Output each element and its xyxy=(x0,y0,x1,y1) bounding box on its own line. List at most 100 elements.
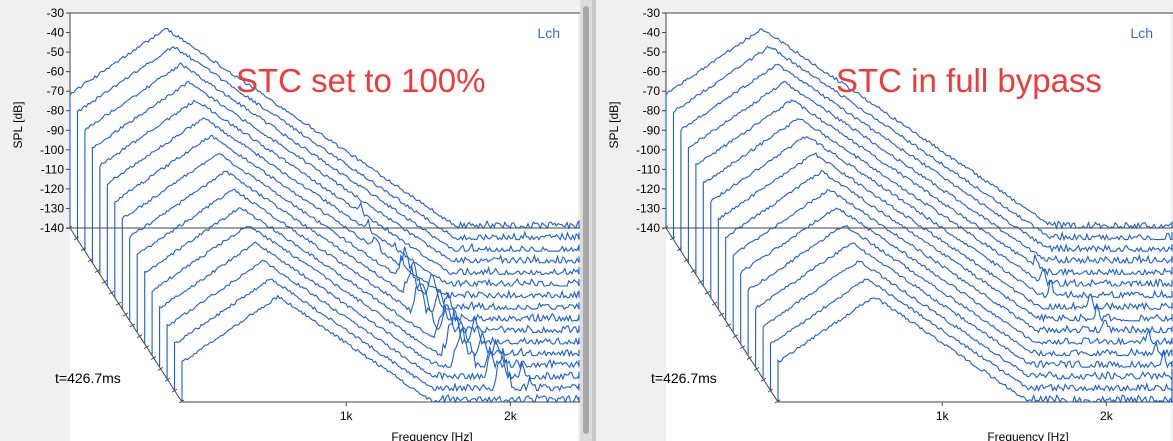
time-label: t=426.7ms xyxy=(55,370,121,386)
y-axis-label: SPL [dB] xyxy=(11,102,25,149)
depth-tick xyxy=(94,269,101,273)
depth-axis-line xyxy=(665,227,779,403)
legend-label: Lch xyxy=(1130,25,1153,41)
waterfall-slice xyxy=(687,80,1173,265)
depth-tick xyxy=(669,236,676,241)
depth-tick xyxy=(746,356,753,360)
waterfall-slice xyxy=(725,169,1173,323)
x-tick-label: 2k xyxy=(504,409,518,423)
waterfall-slice xyxy=(702,118,1173,289)
y-tick-label: -80 xyxy=(643,104,661,118)
waterfall-slice xyxy=(747,225,1173,358)
annotation-label: STC set to 100% xyxy=(236,62,485,99)
depth-tick xyxy=(129,323,136,328)
waterfall-slice xyxy=(695,99,1173,277)
y-tick-label: -110 xyxy=(637,162,660,176)
x-tick-label: 1k xyxy=(936,409,950,423)
waterfall-slice xyxy=(106,117,580,288)
depth-tick xyxy=(115,301,122,306)
waterfall-slice xyxy=(755,242,1173,369)
waterfall-slice xyxy=(777,297,1173,404)
y-tick-label: -70 xyxy=(47,84,65,98)
time-label: t=426.7ms xyxy=(651,370,717,386)
y-tick-label: -30 xyxy=(47,6,65,20)
y-tick-label: -40 xyxy=(47,26,65,40)
y-tick-label: -60 xyxy=(47,65,65,79)
y-tick-label: -130 xyxy=(40,201,64,215)
waterfall-slice xyxy=(129,170,580,323)
y-tick-label: -50 xyxy=(643,45,661,59)
depth-tick xyxy=(150,356,157,360)
waterfall-slice xyxy=(121,153,580,311)
waterfall-chart-stc-bypass: -30 -40 -50 -60 -70 -80 -90 -100 -110 -120 -130 -14… xyxy=(607,6,1173,441)
waterfall-slice xyxy=(69,27,580,230)
waterfall-slice xyxy=(710,136,1173,299)
y-tick-label: -80 xyxy=(47,104,65,118)
depth-tick xyxy=(143,345,150,350)
waterfall-panel-right: -30 -40 -50 -60 -70 -80 -90 -100 -110 -120 -130 -14… xyxy=(596,0,1173,441)
waterfall-slice xyxy=(159,241,580,370)
x-tick-label: 2k xyxy=(1100,409,1114,423)
waterfall-slice xyxy=(114,134,580,300)
y-tick-label: -90 xyxy=(47,123,65,137)
y-tick-label: -30 xyxy=(643,6,661,20)
x-axis-label: Frequency [Hz] xyxy=(391,430,472,441)
waterfall-panel-left: -30 -40 -50 -60 -70 -80 -90 -100 -110 -120 -130 -14… xyxy=(0,0,580,441)
y-axis-label: SPL [dB] xyxy=(607,102,621,149)
depth-tick xyxy=(718,312,725,317)
depth-tick xyxy=(157,366,164,371)
y-tick-label: -40 xyxy=(643,26,661,40)
y-tick-label: -120 xyxy=(40,182,64,196)
waterfall-slice xyxy=(76,46,580,242)
waterfall-slice xyxy=(680,63,1173,253)
waterfall-slice xyxy=(84,62,580,253)
waterfall-slice xyxy=(144,207,580,346)
depth-tick xyxy=(108,290,115,295)
y-tick-label: -100 xyxy=(40,143,64,157)
waterfall-slice xyxy=(151,225,580,358)
depth-tick xyxy=(704,290,711,295)
legend-label: Lch xyxy=(537,25,560,41)
waterfall-slice xyxy=(717,152,1173,312)
waterfall-slice xyxy=(672,45,1173,242)
depth-tick xyxy=(711,301,718,306)
depth-tick xyxy=(753,366,760,371)
waterfall-slice xyxy=(166,259,580,381)
depth-tick xyxy=(101,279,108,284)
annotation-label: STC in full bypass xyxy=(836,62,1102,99)
panel-divider[interactable] xyxy=(592,0,596,441)
y-tick-label: -140 xyxy=(636,221,660,235)
y-tick-label: -60 xyxy=(643,65,661,79)
vertical-scrollbar[interactable] xyxy=(580,0,592,441)
y-tick-label: -140 xyxy=(40,221,64,235)
depth-tick xyxy=(697,279,704,284)
depth-tick xyxy=(171,388,178,393)
depth-tick xyxy=(122,312,129,317)
y-tick-label: -50 xyxy=(47,45,65,59)
waterfall-chart-stc-100: -30 -40 -50 -60 -70 -80 -90 -100 -110 -120 -130 -14… xyxy=(11,6,580,441)
depth-tick xyxy=(760,377,767,382)
y-tick-label: -110 xyxy=(41,162,64,176)
depth-axis-line xyxy=(69,227,183,403)
waterfall-slice xyxy=(732,189,1173,335)
scrollbar-thumb[interactable] xyxy=(583,6,589,434)
depth-tick xyxy=(739,345,746,350)
x-axis-label: Frequency [Hz] xyxy=(987,430,1068,441)
waterfall-slice xyxy=(181,294,580,404)
waterfall-slice xyxy=(740,207,1173,346)
y-tick-label: -130 xyxy=(636,201,660,215)
y-tick-label: -90 xyxy=(643,123,661,137)
depth-tick xyxy=(725,323,732,328)
depth-tick xyxy=(732,334,739,339)
y-tick-label: -120 xyxy=(636,182,660,196)
depth-tick xyxy=(690,269,697,273)
depth-tick xyxy=(164,377,171,382)
y-tick-label: -100 xyxy=(636,143,660,157)
waterfall-slice xyxy=(91,80,580,265)
waterfall-slice xyxy=(136,188,580,334)
depth-tick xyxy=(136,334,143,339)
waterfall-slice xyxy=(665,28,1173,230)
plot-area xyxy=(70,13,578,441)
waterfall-slice xyxy=(173,278,580,392)
x-tick-label: 1k xyxy=(340,409,354,423)
